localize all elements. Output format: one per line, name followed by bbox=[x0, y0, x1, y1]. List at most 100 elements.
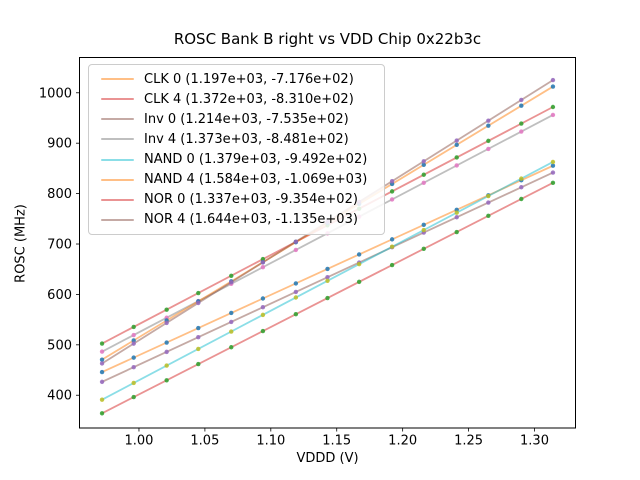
data-point-nor-0 bbox=[389, 262, 395, 268]
legend-item: CLK 0 (1.197e+03, -7.176e+02) bbox=[97, 69, 376, 89]
data-point-inv-0 bbox=[164, 349, 169, 355]
data-point-nand-0 bbox=[356, 261, 362, 267]
x-tick-label: 1.10 bbox=[256, 434, 285, 449]
data-point-nor-4 bbox=[293, 239, 299, 244]
data-point-inv-0 bbox=[131, 365, 136, 370]
data-point-nor-4 bbox=[260, 260, 266, 265]
y-tick-label: 500 bbox=[47, 338, 72, 353]
data-point-nor-0 bbox=[229, 345, 234, 350]
x-tick-label: 1.25 bbox=[454, 434, 483, 449]
data-point-nor-0 bbox=[260, 328, 266, 334]
data-point-clk-0 bbox=[325, 266, 330, 272]
data-point-inv-4 bbox=[131, 332, 136, 338]
axes-frame bbox=[79, 57, 576, 429]
x-tick-label: 1.30 bbox=[520, 434, 549, 449]
legend: CLK 0 (1.197e+03, -7.176e+02) CLK 4 (1.37… bbox=[88, 64, 385, 235]
data-point-nand-0 bbox=[421, 227, 426, 233]
data-point-inv-4 bbox=[293, 247, 299, 253]
legend-item: CLK 4 (1.372e+03, -8.310e+02) bbox=[97, 89, 376, 109]
x-tick-label: 1.05 bbox=[190, 434, 219, 449]
data-point-clk-4 bbox=[550, 104, 556, 110]
chart-title: ROSC Bank B right vs VDD Chip 0x22b3c bbox=[173, 30, 482, 48]
legend-item: Inv 4 (1.373e+03, -8.481e+02) bbox=[97, 129, 376, 149]
data-point-nand-0 bbox=[389, 244, 395, 249]
data-point-inv-0 bbox=[260, 305, 266, 310]
data-point-clk-4 bbox=[486, 138, 491, 144]
data-point-clk-0 bbox=[356, 252, 362, 257]
data-point-nand-0 bbox=[486, 193, 491, 199]
legend-item-label: CLK 0 (1.197e+03, -7.176e+02) bbox=[144, 71, 354, 87]
data-point-inv-4 bbox=[99, 349, 105, 354]
data-point-clk-0 bbox=[293, 281, 299, 286]
data-point-nand-4 bbox=[99, 357, 105, 362]
legend-item: NOR 0 (1.337e+03, -9.354e+02) bbox=[97, 190, 376, 210]
legend-line-swatch bbox=[101, 78, 134, 81]
data-point-inv-0 bbox=[519, 185, 524, 190]
data-point-inv-0 bbox=[454, 215, 459, 220]
data-point-nand-0 bbox=[131, 380, 136, 386]
data-point-nand-4 bbox=[550, 84, 556, 89]
data-point-clk-0 bbox=[99, 369, 105, 375]
data-point-nor-4 bbox=[164, 320, 169, 326]
data-point-clk-0 bbox=[260, 296, 266, 301]
legend-line-swatch bbox=[101, 218, 134, 221]
data-point-nor-0 bbox=[325, 295, 330, 301]
legend-line-swatch bbox=[101, 138, 134, 141]
data-point-nand-4 bbox=[454, 142, 459, 148]
legend-item: NOR 4 (1.644e+03, -1.135e+03) bbox=[97, 210, 376, 230]
data-point-inv-0 bbox=[550, 170, 556, 175]
data-point-clk-4 bbox=[196, 290, 201, 296]
legend-line-swatch bbox=[101, 98, 134, 101]
data-point-nand-0 bbox=[325, 278, 330, 284]
data-point-nor-4 bbox=[550, 77, 556, 83]
data-point-nor-0 bbox=[421, 246, 426, 252]
data-point-nand-0 bbox=[519, 176, 524, 181]
data-point-nand-0 bbox=[99, 397, 105, 402]
data-point-clk-4 bbox=[99, 341, 105, 346]
data-point-nand-0 bbox=[164, 363, 169, 368]
data-point-clk-4 bbox=[389, 189, 395, 194]
data-point-clk-0 bbox=[164, 340, 169, 345]
data-point-nand-0 bbox=[550, 159, 556, 165]
data-point-clk-4 bbox=[229, 273, 234, 278]
data-point-nor-0 bbox=[196, 361, 201, 367]
data-point-nand-0 bbox=[229, 329, 234, 334]
data-point-nand-0 bbox=[196, 346, 201, 352]
y-tick-label: 600 bbox=[47, 288, 72, 303]
data-point-nor-0 bbox=[454, 229, 459, 235]
data-point-inv-0 bbox=[99, 379, 105, 385]
y-tick-label: 1000 bbox=[39, 86, 72, 101]
data-point-nor-4 bbox=[421, 159, 426, 164]
data-point-nor-0 bbox=[293, 312, 299, 317]
y-tick-label: 800 bbox=[47, 187, 72, 202]
y-tick-label: 400 bbox=[47, 389, 72, 404]
data-point-inv-4 bbox=[486, 146, 491, 152]
data-point-nand-4 bbox=[486, 123, 491, 128]
data-point-inv-4 bbox=[550, 112, 556, 118]
data-point-nand-0 bbox=[260, 312, 266, 318]
data-point-nand-0 bbox=[293, 295, 299, 300]
data-point-clk-4 bbox=[260, 256, 266, 262]
data-point-inv-4 bbox=[454, 163, 459, 168]
data-point-nor-0 bbox=[356, 279, 362, 285]
x-tick-label: 1.20 bbox=[388, 434, 417, 449]
data-point-nor-4 bbox=[519, 97, 524, 103]
legend-line-swatch bbox=[101, 198, 134, 201]
data-point-inv-0 bbox=[486, 200, 491, 205]
data-point-inv-4 bbox=[260, 264, 266, 270]
legend-item-label: NAND 0 (1.379e+03, -9.492e+02) bbox=[144, 152, 368, 168]
data-point-clk-4 bbox=[454, 155, 459, 160]
data-point-nor-4 bbox=[454, 138, 459, 143]
data-point-clk-4 bbox=[421, 172, 426, 177]
legend-line-swatch bbox=[101, 118, 134, 121]
legend-item-label: CLK 4 (1.372e+03, -8.310e+02) bbox=[144, 91, 354, 107]
legend-item-label: NAND 4 (1.584e+03, -1.069e+03) bbox=[144, 172, 368, 188]
data-point-nor-4 bbox=[196, 300, 201, 306]
legend-item-label: Inv 0 (1.214e+03, -7.535e+02) bbox=[144, 111, 349, 127]
legend-item-label: NOR 0 (1.337e+03, -9.354e+02) bbox=[144, 192, 358, 208]
data-point-nand-4 bbox=[421, 162, 426, 168]
legend-item: NAND 0 (1.379e+03, -9.492e+02) bbox=[97, 150, 376, 170]
data-point-inv-0 bbox=[196, 335, 201, 340]
x-axis-label: VDDD (V) bbox=[296, 451, 359, 466]
